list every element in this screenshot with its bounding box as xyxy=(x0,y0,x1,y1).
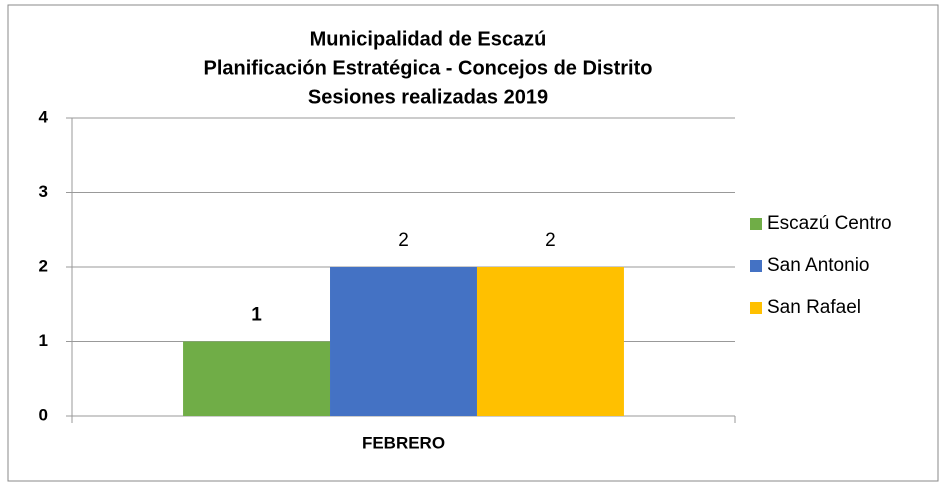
y-tick-label: 2 xyxy=(39,256,48,275)
chart-title: Municipalidad de Escazú xyxy=(310,28,547,50)
legend-label: Escazú Centro xyxy=(767,213,892,234)
legend-swatch xyxy=(750,302,762,314)
chart-title: Planificación Estratégica - Concejos de … xyxy=(203,57,652,79)
legend-label: San Antonio xyxy=(767,255,869,276)
legend-swatch xyxy=(750,260,762,272)
bar xyxy=(330,267,477,416)
x-tick-label: FEBRERO xyxy=(362,433,445,452)
chart-title: Sesiones realizadas 2019 xyxy=(308,86,548,108)
bar xyxy=(183,341,331,416)
y-tick-label: 3 xyxy=(39,182,48,201)
y-tick-label: 1 xyxy=(39,331,48,350)
legend-label: San Rafael xyxy=(767,297,861,318)
y-tick-label: 0 xyxy=(39,405,48,424)
value-label: 2 xyxy=(545,230,556,251)
bar xyxy=(476,267,624,416)
y-tick-label: 4 xyxy=(39,107,49,126)
value-label: 1 xyxy=(251,305,262,326)
value-label: 2 xyxy=(398,230,409,251)
legend-swatch xyxy=(750,218,762,230)
